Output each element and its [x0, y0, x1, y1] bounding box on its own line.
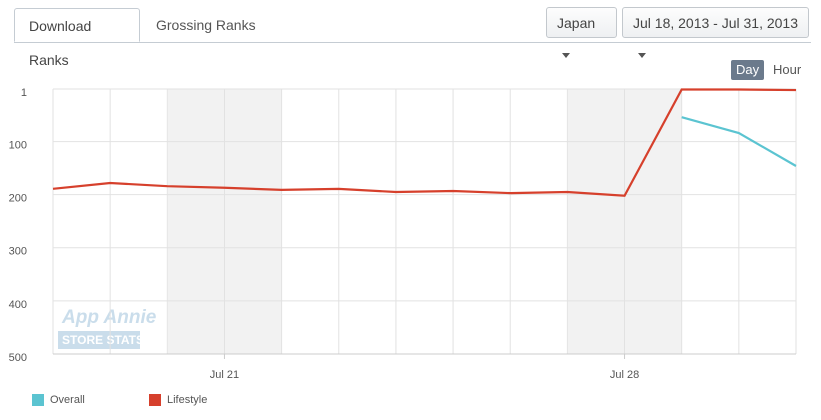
y-tick-label: 300 — [9, 246, 27, 258]
y-tick-label: 500 — [9, 352, 27, 364]
legend-swatch — [149, 394, 161, 406]
country-label: Japan — [557, 15, 596, 31]
weekend-band — [168, 89, 282, 354]
hour-toggle[interactable]: Hour — [773, 62, 802, 77]
tab-divider — [14, 42, 811, 43]
y-tick-label: 400 — [9, 299, 27, 311]
x-tick-label: Jul 21 — [210, 369, 239, 381]
y-tick-label: 100 — [9, 139, 27, 151]
legend-label: Overall — [50, 394, 85, 406]
country-dropdown[interactable]: Japan — [546, 7, 617, 58]
x-tick-label: Jul 28 — [610, 369, 639, 381]
legend-swatch — [32, 394, 44, 406]
legend-label: Lifestyle — [167, 394, 207, 406]
watermark: App Annie STORE STATS — [58, 307, 157, 349]
y-tick-label: 1 — [21, 87, 27, 99]
y-tick-label: 200 — [9, 193, 27, 205]
date-range-label: Jul 18, 2013 - Jul 31, 2013 — [633, 15, 799, 31]
tab-download-ranks[interactable]: Download Ranks — [14, 8, 140, 68]
watermark-title: App Annie — [61, 307, 157, 328]
tab-grossing-ranks[interactable]: Grossing Ranks — [156, 17, 256, 33]
watermark-box — [58, 331, 140, 349]
series-line — [681, 116, 797, 167]
date-range-dropdown[interactable]: Jul 18, 2013 - Jul 31, 2013 — [622, 7, 809, 58]
watermark-sub: STORE STATS — [62, 333, 144, 347]
series-line — [52, 88, 797, 197]
day-toggle[interactable]: Day — [731, 60, 765, 80]
